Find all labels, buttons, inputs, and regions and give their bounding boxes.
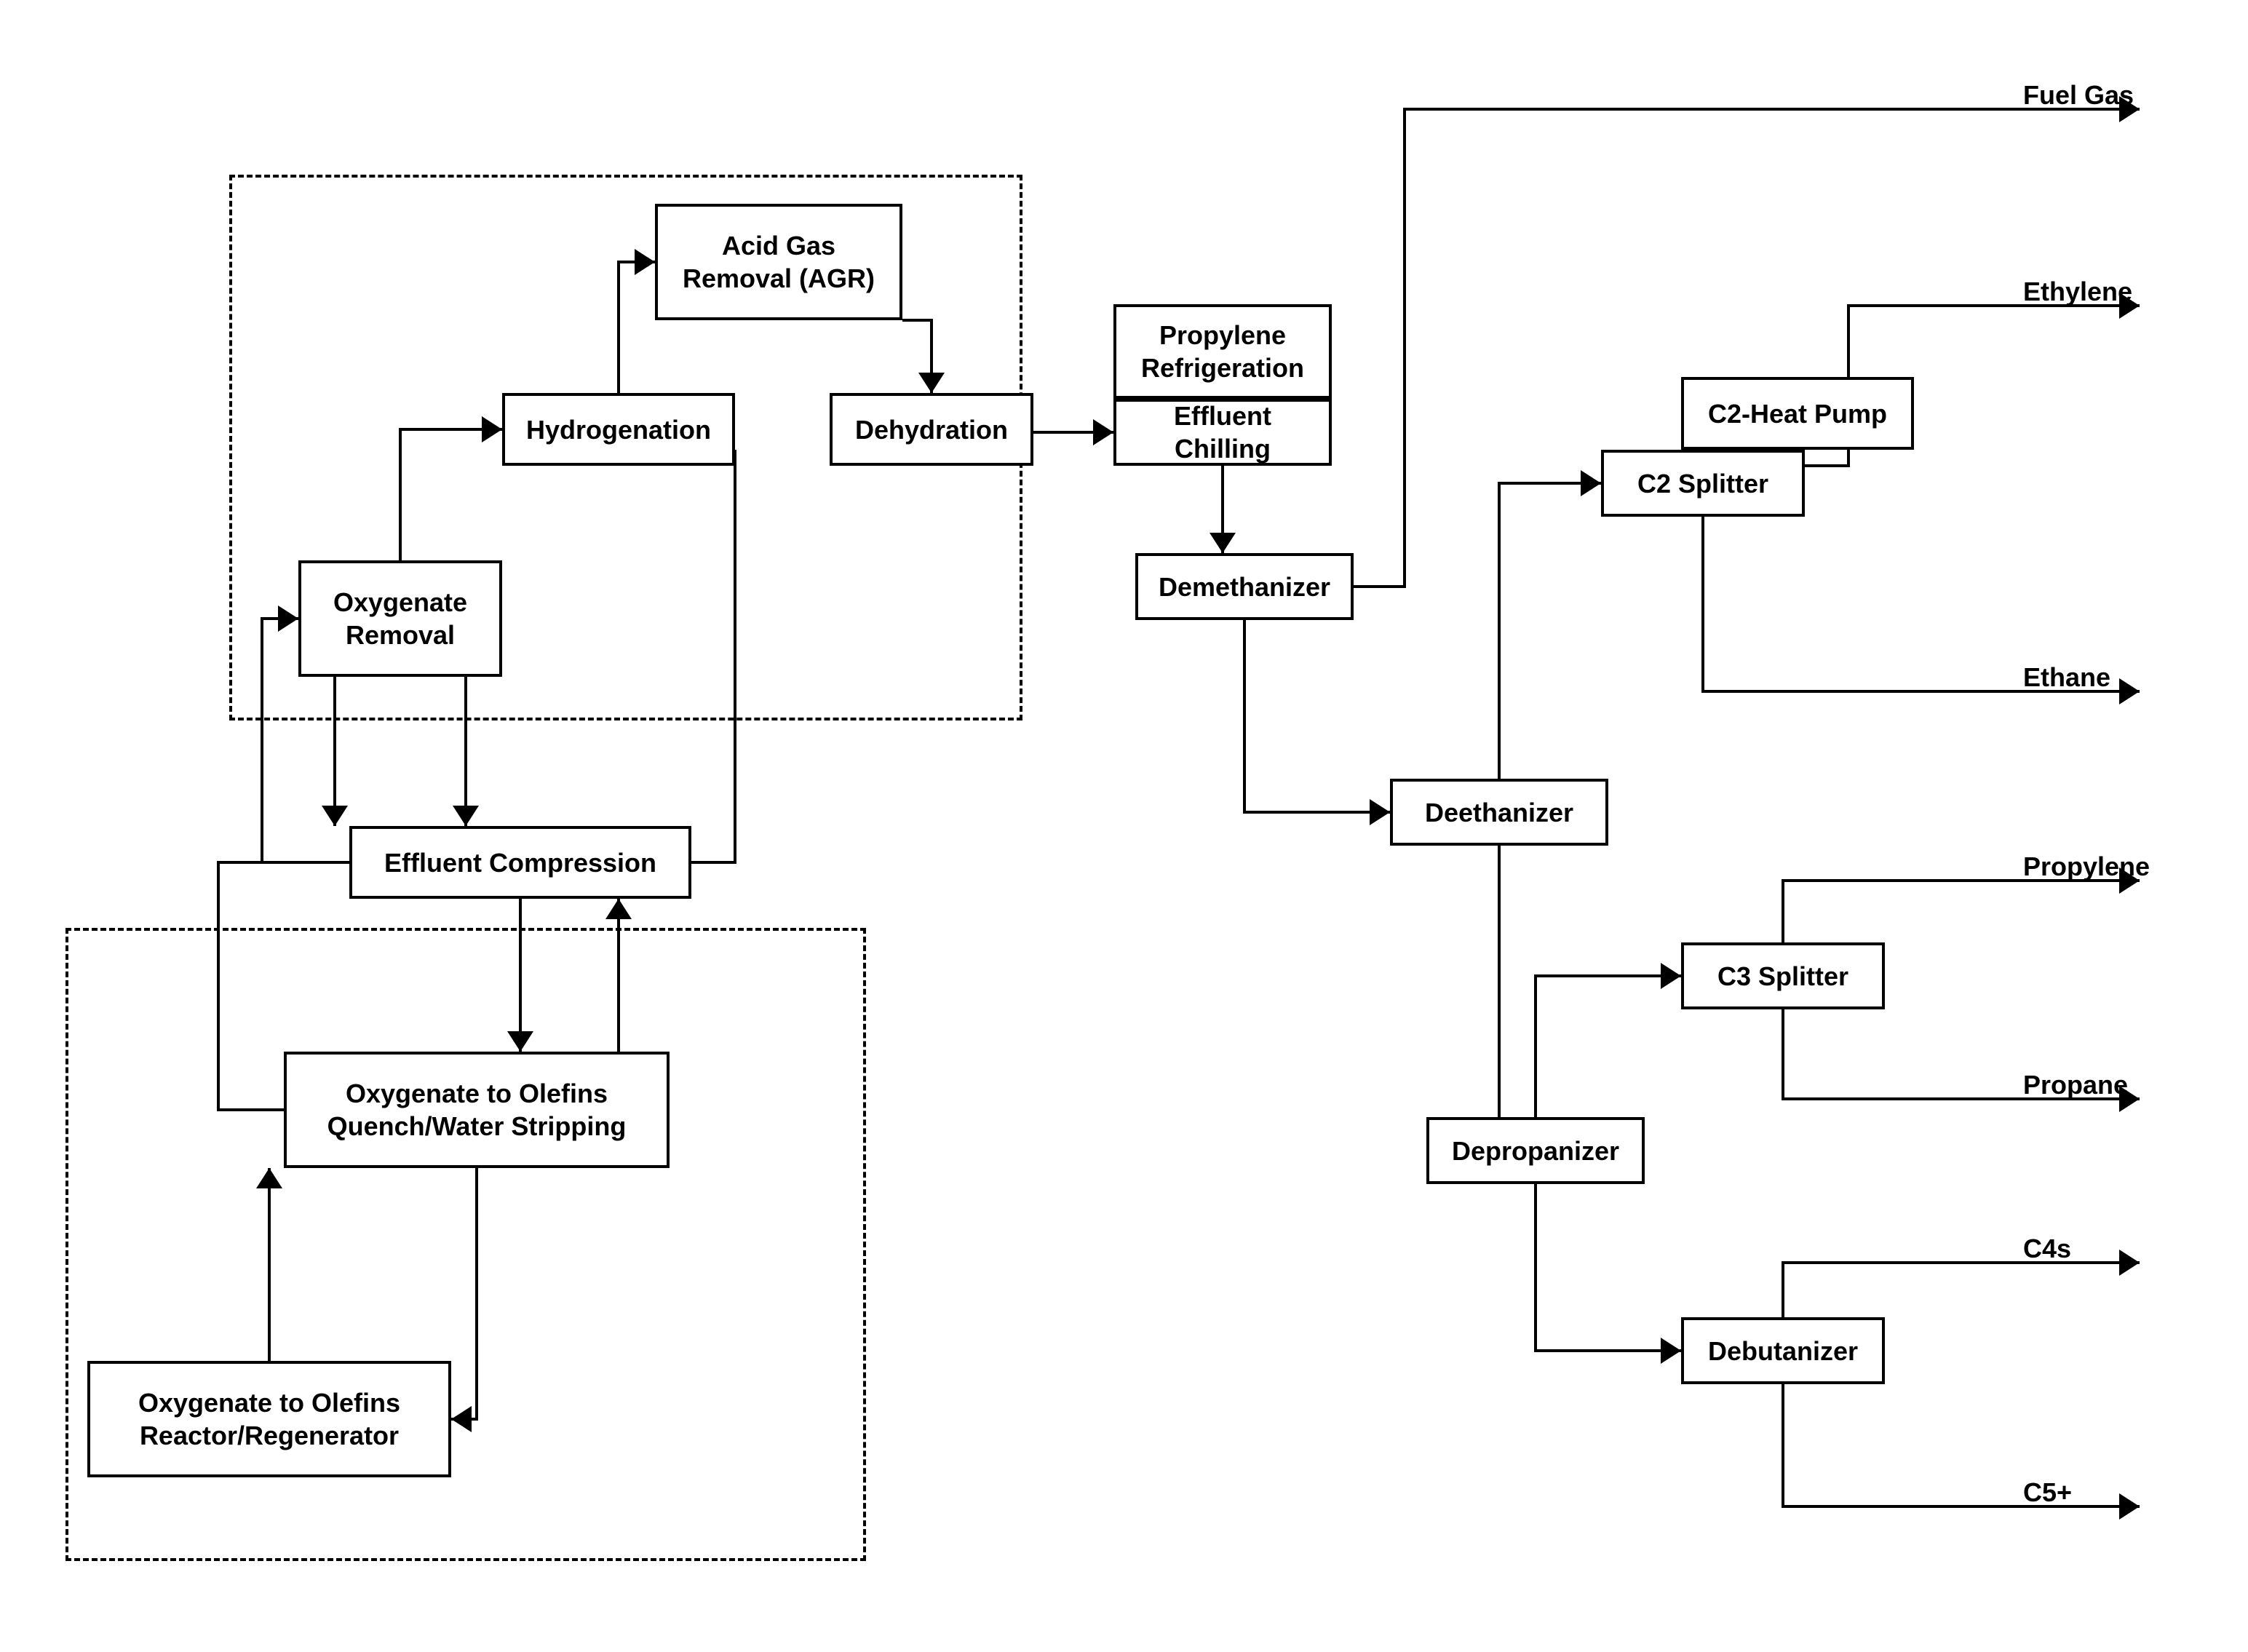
node-label: Dehydration [855, 413, 1008, 446]
output-label-text: Ethane [2023, 662, 2110, 692]
e-debut-c4s [1783, 1263, 2140, 1317]
e-deeth-c2split [1499, 483, 1601, 779]
output-label-text: Propane [2023, 1070, 2128, 1100]
node-label: Deethanizer [1425, 796, 1573, 829]
output-label-text: Fuel Gas [2023, 80, 2134, 110]
node-label: C3 Splitter [1717, 960, 1848, 993]
e-c3split-propylene [1783, 881, 2140, 942]
node-label: Effluent Compression [384, 846, 656, 879]
output-label-text: Propylene [2023, 851, 2150, 881]
node-hydro: Hydrogenation [502, 393, 735, 466]
e-deprop-c3split [1536, 976, 1681, 1117]
node-label: Acid Gas Removal (AGR) [683, 229, 875, 295]
out-fuelgas: Fuel Gas [2023, 80, 2134, 111]
node-label: Oxygenate to Olefins Quench/Water Stripp… [327, 1077, 627, 1143]
node-demeth: Demethanizer [1135, 553, 1354, 620]
e-effcomp-dehy-loop [691, 451, 735, 862]
e-quench-effcomp-left [218, 862, 284, 1110]
output-label-text: C5+ [2023, 1477, 2072, 1507]
node-oxyreactor: Oxygenate to Olefins Reactor/Regenerator [87, 1361, 451, 1477]
e-deprop-debut [1536, 1184, 1681, 1351]
node-c2heat: C2-Heat Pump [1681, 377, 1914, 450]
out-ethane: Ethane [2023, 662, 2110, 693]
out-propane: Propane [2023, 1070, 2128, 1100]
node-proprefrig: Propylene Refrigeration [1113, 304, 1332, 399]
flowchart-stage: Acid Gas Removal (AGR) Hydrogenation Dehyd… [0, 0, 2248, 1652]
e-deeth-deprop [1426, 846, 1499, 1151]
node-label: C2-Heat Pump [1708, 397, 1887, 430]
node-oxyquench: Oxygenate to Olefins Quench/Water Stripp… [284, 1052, 670, 1168]
node-label: Oxygenate to Olefins Reactor/Regenerator [138, 1386, 400, 1452]
node-dehy: Dehydration [830, 393, 1033, 466]
node-label: Depropanizer [1452, 1135, 1619, 1167]
node-label: Oxygenate Removal [333, 586, 467, 651]
node-oxyrem: Oxygenate Removal [298, 560, 502, 677]
node-deeth: Deethanizer [1390, 779, 1608, 846]
out-c5plus: C5+ [2023, 1477, 2072, 1508]
e-demeth-deeth [1244, 620, 1390, 812]
output-label-text: C4s [2023, 1234, 2071, 1263]
out-c4s: C4s [2023, 1234, 2071, 1264]
node-effcomp: Effluent Compression [349, 826, 691, 899]
node-effchill: Effluent Chilling [1113, 399, 1332, 466]
node-c3split: C3 Splitter [1681, 942, 1885, 1009]
output-label-text: Ethylene [2023, 277, 2132, 306]
node-label: Debutanizer [1708, 1335, 1858, 1367]
e-oxyrem-hydro [400, 429, 502, 560]
node-c2split: C2 Splitter [1601, 450, 1805, 517]
out-ethylene: Ethylene [2023, 277, 2132, 307]
node-label: Effluent Chilling [1127, 400, 1319, 465]
e-hydro-agr [619, 262, 655, 393]
node-label: Propylene Refrigeration [1141, 319, 1304, 384]
node-label: C2 Splitter [1637, 467, 1768, 500]
node-agr: Acid Gas Removal (AGR) [655, 204, 902, 320]
node-debut: Debutanizer [1681, 1317, 1885, 1384]
e-quench-reactor [451, 1168, 477, 1419]
node-label: Hydrogenation [526, 413, 711, 446]
node-label: Demethanizer [1159, 571, 1330, 603]
e-debut-c5 [1783, 1384, 2140, 1506]
out-propylene: Propylene [2023, 851, 2150, 882]
node-deprop: Depropanizer [1426, 1117, 1645, 1184]
